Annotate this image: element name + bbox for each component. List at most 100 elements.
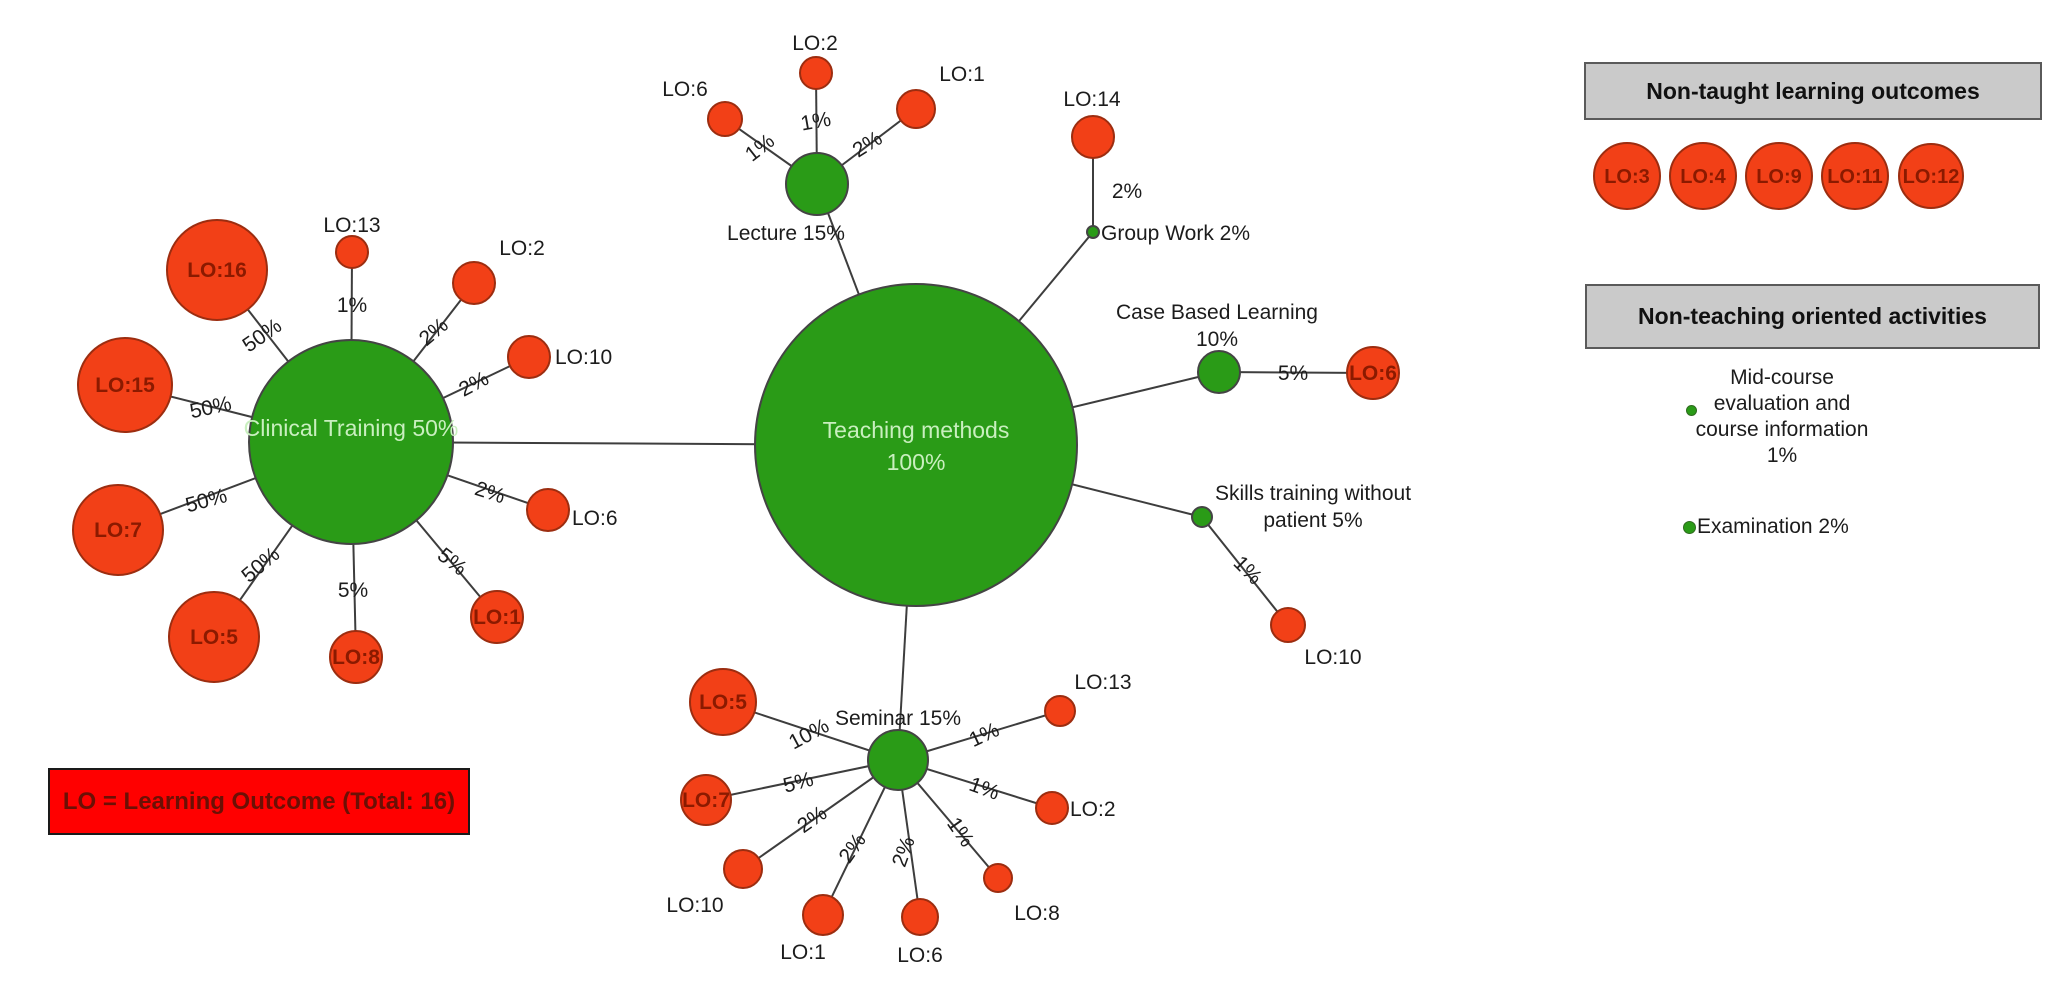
lo-footnote-text: LO = Learning Outcome (Total: 16) bbox=[62, 787, 456, 815]
seminar-lo5-label: LO:5 bbox=[699, 691, 747, 714]
clinical-lo5-pct: 50% bbox=[237, 543, 284, 588]
group-lo14-node bbox=[1071, 115, 1115, 159]
midcourse-legend: Mid-course evaluation and course informa… bbox=[1632, 365, 1932, 469]
clinical-lo15-label: LO:15 bbox=[95, 374, 155, 397]
seminar-lo13-pct: 1% bbox=[966, 718, 1003, 752]
legend-non-taught-title: Non-taught learning outcomes bbox=[1646, 77, 1980, 104]
seminar-lo10-link bbox=[742, 759, 899, 870]
skills-lo10-label: LO:10 bbox=[1304, 646, 1361, 669]
teaching-methods-node bbox=[754, 283, 1078, 607]
clinical-lo13-pct: 1% bbox=[337, 294, 367, 317]
legend-lo-node bbox=[1821, 142, 1889, 210]
clinical-lo6-pct: 2% bbox=[472, 477, 508, 508]
legend-lo-label: LO:4 bbox=[1680, 166, 1726, 188]
group-lo14-label: LO:14 bbox=[1063, 88, 1121, 111]
lecture-lo2-pct: 1% bbox=[799, 108, 833, 136]
clinical-lo6-node bbox=[526, 488, 570, 532]
skills-training-node bbox=[1191, 506, 1213, 528]
lecture-lo1-node bbox=[896, 89, 936, 129]
legend-lo-label: LO:11 bbox=[1827, 166, 1883, 188]
legend-lo-node bbox=[1745, 142, 1813, 210]
examination-legend: Examination 2% bbox=[1683, 515, 1849, 539]
clinical-lo2-label: LO:2 bbox=[499, 237, 545, 260]
seminar-lo1-label: LO:1 bbox=[780, 941, 826, 964]
clinical-lo1-pct: 5% bbox=[433, 543, 471, 580]
clinical-lo8-node bbox=[329, 630, 383, 684]
seminar-lo7-pct: 5% bbox=[781, 768, 816, 798]
clinical-lo13-label: LO:13 bbox=[323, 214, 380, 237]
lecture-label: Lecture 15% bbox=[727, 222, 845, 245]
skills-training-label: patient 5% bbox=[1263, 509, 1362, 532]
case-based-learning-label: Case Based Learning bbox=[1116, 301, 1318, 324]
lecture-lo6-label: LO:6 bbox=[662, 78, 708, 101]
group-work-label: Group Work 2% bbox=[1101, 222, 1250, 245]
legend-lo-node bbox=[1898, 143, 1964, 209]
case-lo6-label: LO:6 bbox=[1349, 362, 1397, 385]
seminar-lo2-node bbox=[1035, 791, 1069, 825]
legend-lo-node bbox=[1669, 142, 1737, 210]
legend-lo-node bbox=[1593, 142, 1661, 210]
midcourse-line: Mid-course bbox=[1730, 366, 1834, 389]
seminar-lo8-label: LO:8 bbox=[1014, 902, 1060, 925]
lo-footnote-box: LO = Learning Outcome (Total: 16) bbox=[48, 768, 470, 835]
seminar-lo10-node bbox=[723, 849, 763, 889]
clinical-lo8-label: LO:8 bbox=[332, 646, 380, 669]
seminar-lo7-node bbox=[680, 774, 732, 826]
lecture-lo2-label: LO:2 bbox=[792, 32, 838, 55]
clinical-lo10-label: LO:10 bbox=[555, 346, 612, 369]
clinical-lo15-pct: 50% bbox=[188, 392, 234, 423]
clinical-lo5-label: LO:5 bbox=[190, 626, 238, 649]
seminar-lo6-node bbox=[901, 898, 939, 936]
teaching-methods-label: 100% bbox=[887, 449, 946, 475]
seminar-lo10-pct: 2% bbox=[793, 802, 831, 838]
clinical-lo10-pct: 2% bbox=[455, 367, 493, 402]
seminar-lo1-pct: 2% bbox=[835, 829, 871, 867]
seminar-lo8-node bbox=[983, 863, 1013, 893]
teaching-methods-label: Teaching methods bbox=[823, 417, 1010, 443]
group-lo14-pct: 2% bbox=[1112, 180, 1142, 203]
clinical-lo15-node bbox=[77, 337, 173, 433]
seminar-lo7-label: LO:7 bbox=[682, 789, 730, 812]
seminar-lo6-pct: 2% bbox=[888, 834, 920, 870]
lecture-lo6-node bbox=[707, 101, 743, 137]
case-lo6-node bbox=[1346, 346, 1400, 400]
legend-lo-label: LO:12 bbox=[1903, 166, 1960, 188]
seminar-lo1-node bbox=[802, 894, 844, 936]
skills-lo10-node bbox=[1270, 607, 1306, 643]
skills-lo10-link bbox=[1201, 516, 1289, 626]
seminar-lo5-pct: 10% bbox=[785, 714, 833, 754]
seminar-lo13-label: LO:13 bbox=[1074, 671, 1131, 694]
clinical-lo2-node bbox=[452, 261, 496, 305]
seminar-lo7-link bbox=[705, 759, 899, 801]
skills-training-label: Skills training without bbox=[1215, 482, 1411, 505]
clinical-lo6-label: LO:6 bbox=[572, 507, 618, 530]
seminar-lo5-node bbox=[689, 668, 757, 736]
clinical-lo7-node bbox=[72, 484, 164, 576]
clinical-lo13-node bbox=[335, 235, 369, 269]
examination-label: Examination 2% bbox=[1697, 515, 1849, 538]
seminar-label: Seminar 15% bbox=[835, 707, 961, 730]
group-work-node bbox=[1086, 225, 1100, 239]
seminar-lo2-label: LO:2 bbox=[1070, 798, 1116, 821]
case-based-learning-node bbox=[1197, 350, 1241, 394]
lecture-lo2-node bbox=[799, 56, 833, 90]
seminar-lo2-pct: 1% bbox=[966, 773, 1002, 805]
examination-dot bbox=[1683, 520, 1696, 534]
clinical-training-node bbox=[248, 339, 454, 545]
clinical-lo8-pct: 5% bbox=[338, 579, 368, 602]
case-based-learning-label: 10% bbox=[1196, 328, 1238, 351]
legend-non-taught-box: Non-taught learning outcomes bbox=[1584, 62, 2042, 120]
seminar-lo6-label: LO:6 bbox=[897, 944, 943, 967]
clinical-lo7-label: LO:7 bbox=[94, 519, 142, 542]
seminar-lo13-node bbox=[1044, 695, 1076, 727]
clinical-training-label: Clinical Training 50% bbox=[244, 415, 459, 441]
seminar-lo10-label: LO:10 bbox=[666, 894, 723, 917]
lecture-node bbox=[785, 152, 849, 216]
legend-lo-label: LO:3 bbox=[1604, 166, 1650, 188]
clinical-lo16-label: LO:16 bbox=[187, 259, 247, 282]
lecture-lo1-label: LO:1 bbox=[939, 63, 985, 86]
clinical-lo10-node bbox=[507, 335, 551, 379]
clinical-lo5-node bbox=[168, 591, 260, 683]
midcourse-dot bbox=[1686, 405, 1697, 416]
midcourse-line: evaluation and bbox=[1713, 392, 1851, 415]
